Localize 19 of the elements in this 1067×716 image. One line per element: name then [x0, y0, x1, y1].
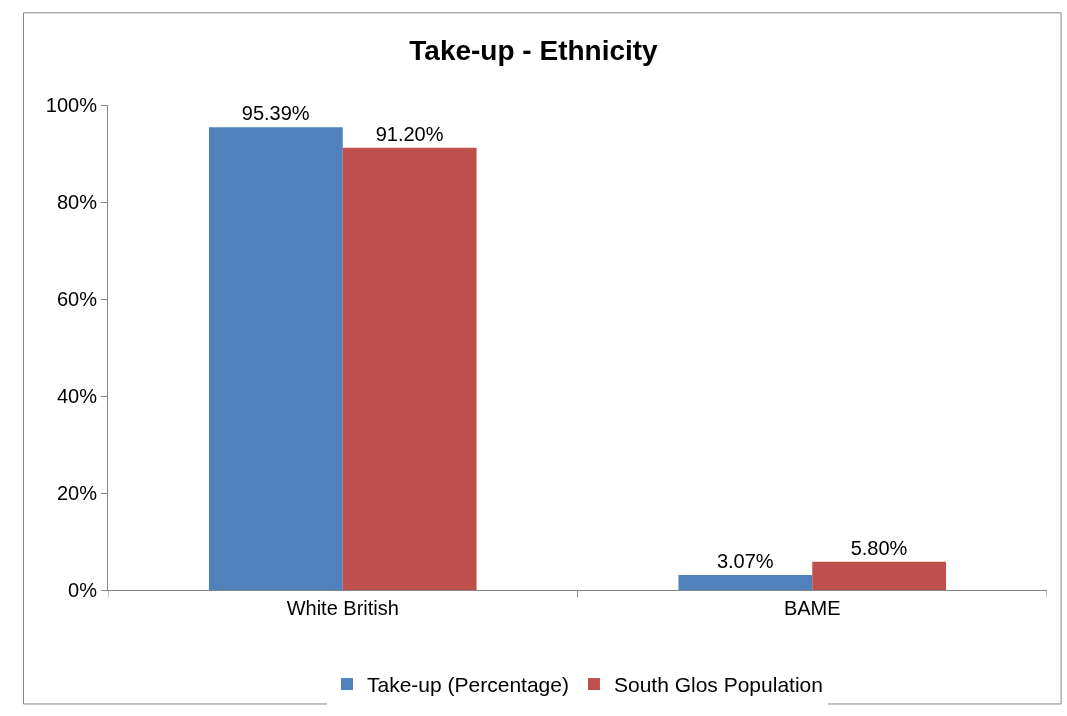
data-label: 91.20% [375, 122, 444, 145]
data-label: 3.07% [716, 550, 774, 573]
y-tick-label: 80% [56, 191, 98, 213]
data-label: 5.80% [850, 536, 908, 559]
bar [208, 127, 343, 590]
x-tick-label: White British [286, 597, 399, 619]
bar [812, 561, 947, 590]
y-tick-label: 0% [68, 579, 98, 601]
y-tick-label: 60% [56, 288, 98, 310]
legend-label: South Glos Population [613, 673, 823, 697]
y-tick-label: 20% [56, 482, 98, 504]
bar [342, 147, 477, 590]
x-tick-label: BAME [783, 597, 841, 619]
y-tick-label: 100% [45, 94, 98, 116]
data-label: 95.39% [241, 102, 310, 125]
bar [678, 575, 813, 590]
y-tick-label: 40% [56, 385, 98, 407]
legend-label: Take-up (Percentage) [367, 673, 569, 697]
chart-title: Take-up - Ethnicity [409, 34, 659, 66]
